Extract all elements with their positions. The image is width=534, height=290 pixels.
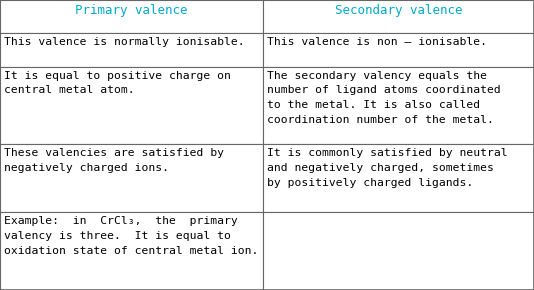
- Bar: [0, 66, 263, 144]
- Text: This valence is non – ionisable.: This valence is non – ionisable.: [267, 37, 487, 47]
- Text: Secondary valence: Secondary valence: [335, 4, 462, 17]
- Text: Example:  in  CrCl₃,  the  primary
valency is three.  It is equal to
oxidation s: Example: in CrCl₃, the primary valency i…: [4, 216, 258, 256]
- Bar: [0, 212, 263, 290]
- Bar: [0, 33, 263, 66]
- Text: It is commonly satisfied by neutral
and negatively charged, sometimes
by positiv: It is commonly satisfied by neutral and …: [267, 148, 508, 188]
- Bar: [0, 144, 263, 212]
- Text: Primary valence: Primary valence: [75, 4, 188, 17]
- Bar: [263, 33, 534, 66]
- Bar: [263, 144, 534, 212]
- Bar: [0, 0, 263, 33]
- Text: The secondary valency equals the
number of ligand atoms coordinated
to the metal: The secondary valency equals the number …: [267, 70, 501, 125]
- Bar: [263, 212, 534, 290]
- Bar: [263, 0, 534, 33]
- Bar: [263, 66, 534, 144]
- Text: It is equal to positive charge on
central metal atom.: It is equal to positive charge on centra…: [4, 70, 231, 95]
- Text: These valencies are satisfied by
negatively charged ions.: These valencies are satisfied by negativ…: [4, 148, 224, 173]
- Text: This valence is normally ionisable.: This valence is normally ionisable.: [4, 37, 245, 47]
